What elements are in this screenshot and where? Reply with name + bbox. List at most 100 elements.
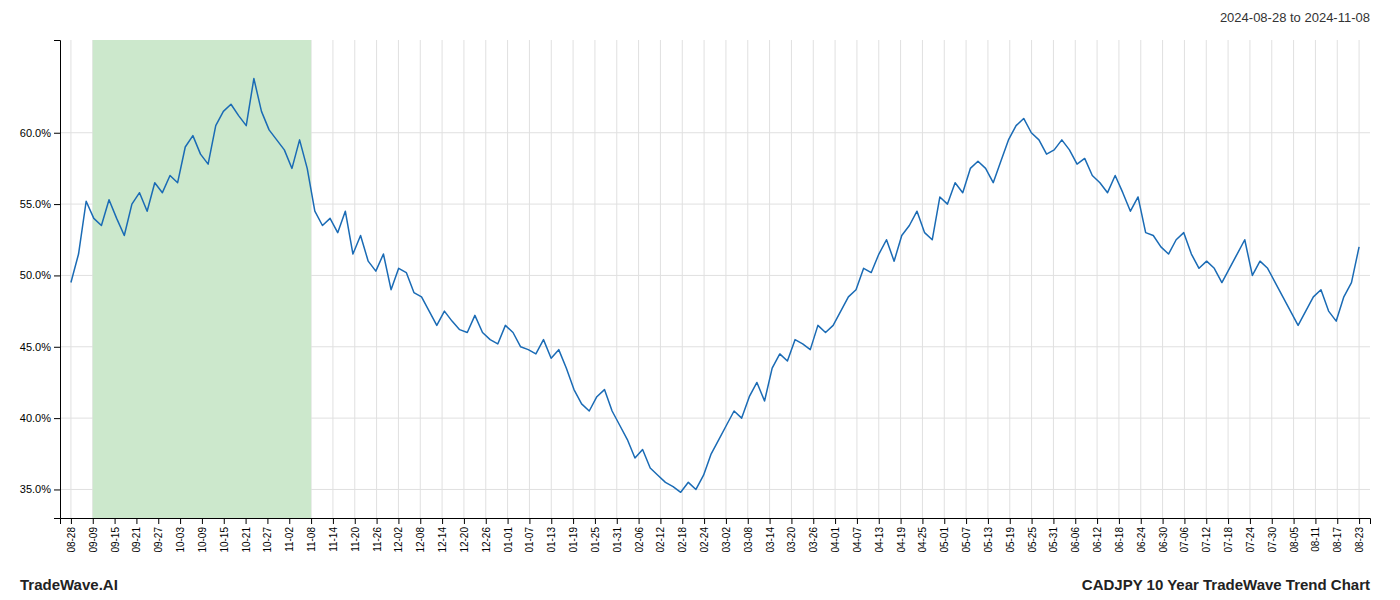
y-tick-mark — [54, 133, 60, 134]
grid-line-x — [485, 40, 486, 518]
x-tick-label: 07-18 — [1223, 527, 1234, 553]
x-tick-label: 09-27 — [153, 527, 164, 553]
grid-line-x — [835, 40, 836, 518]
x-tick: 12-14 — [437, 518, 448, 553]
grid-line-x — [376, 40, 377, 518]
x-tick-label: 12-08 — [415, 527, 426, 553]
x-tick-mark — [93, 518, 94, 524]
x-tick-label: 08-28 — [66, 527, 77, 553]
x-tick-label: 12-20 — [459, 527, 470, 553]
x-tick-mark — [1206, 518, 1207, 524]
x-tick: 12-20 — [459, 518, 470, 553]
grid-line-x — [1315, 40, 1316, 518]
y-tick-label: 60.0% — [20, 127, 51, 139]
x-tick: 01-07 — [524, 518, 535, 553]
x-tick-label: 01-13 — [546, 527, 557, 553]
x-tick-label: 05-19 — [1005, 527, 1016, 553]
x-tick-mark — [1053, 518, 1054, 524]
x-tick-mark — [1097, 518, 1098, 524]
x-tick: 05-31 — [1048, 518, 1059, 553]
x-tick-label: 06-30 — [1158, 527, 1169, 553]
x-tick: 08-17 — [1332, 518, 1343, 553]
x-tick: 02-24 — [699, 518, 710, 553]
x-tick-label: 10-15 — [219, 527, 230, 553]
x-tick: 07-30 — [1267, 518, 1278, 553]
grid-line-x — [747, 40, 748, 518]
x-tick-mark — [1010, 518, 1011, 524]
x-tick-mark — [464, 518, 465, 524]
x-tick: 05-25 — [1027, 518, 1038, 553]
x-tick: 04-01 — [830, 518, 841, 553]
x-tick-mark — [595, 518, 596, 524]
y-tick: 50.0% — [20, 269, 60, 281]
x-tick: 12-02 — [393, 518, 404, 553]
x-tick-mark — [1272, 518, 1273, 524]
y-axis-line — [54, 41, 61, 519]
x-tick-mark — [922, 518, 923, 524]
x-tick-mark — [1075, 518, 1076, 524]
x-tick-mark — [639, 518, 640, 524]
x-tick-label: 04-19 — [896, 527, 907, 553]
grid — [60, 40, 1370, 518]
grid-line-x — [573, 40, 574, 518]
x-tick: 10-21 — [241, 518, 252, 553]
x-tick: 06-30 — [1158, 518, 1169, 553]
x-tick-label: 12-02 — [393, 527, 404, 553]
y-tick: 55.0% — [20, 198, 60, 210]
grid-line-x — [1184, 40, 1185, 518]
x-tick: 05-07 — [961, 518, 972, 553]
x-tick-mark — [529, 518, 530, 524]
x-tick-mark — [901, 518, 902, 524]
x-tick: 06-24 — [1136, 518, 1147, 553]
x-tick-mark — [355, 518, 356, 524]
x-tick-mark — [1184, 518, 1185, 524]
x-tick-label: 03-26 — [808, 527, 819, 553]
x-tick: 02-06 — [634, 518, 645, 553]
x-tick: 01-19 — [568, 518, 579, 553]
y-tick: 60.0% — [20, 127, 60, 139]
x-tick-mark — [748, 518, 749, 524]
x-tick: 10-09 — [197, 518, 208, 553]
grid-line-x — [529, 40, 530, 518]
x-tick-mark — [1163, 518, 1164, 524]
x-tick-mark — [158, 518, 159, 524]
grid-line-x — [878, 40, 879, 518]
x-tick-mark — [333, 518, 334, 524]
x-tick-mark — [1141, 518, 1142, 524]
x-tick-mark — [246, 518, 247, 524]
x-tick-label: 01-25 — [590, 527, 601, 553]
grid-line-x — [1228, 40, 1229, 518]
x-tick-mark — [1032, 518, 1033, 524]
x-tick: 01-31 — [612, 518, 623, 553]
x-tick-label: 01-19 — [568, 527, 579, 553]
grid-line-x — [442, 40, 443, 518]
x-tick-mark — [1250, 518, 1251, 524]
y-tick-label: 35.0% — [20, 483, 51, 495]
y-axis: 35.0%40.0%45.0%50.0%55.0%60.0% — [20, 41, 61, 519]
x-tick-label: 03-14 — [765, 527, 776, 553]
x-tick-label: 04-07 — [852, 527, 863, 553]
grid-line-x — [1118, 40, 1119, 518]
grid-line-x — [551, 40, 552, 518]
x-tick: 02-18 — [677, 518, 688, 553]
x-tick-mark — [398, 518, 399, 524]
x-tick-label: 02-06 — [634, 527, 645, 553]
grid-line-x — [987, 40, 988, 518]
grid-line-x — [507, 40, 508, 518]
x-axis: 08-2809-0909-1509-2109-2710-0310-0910-15… — [61, 518, 1371, 553]
x-tick-label: 10-27 — [262, 527, 273, 553]
x-tick-mark — [224, 518, 225, 524]
x-tick: 01-01 — [503, 518, 514, 553]
x-tick-label: 05-13 — [983, 527, 994, 553]
y-tick-label: 45.0% — [20, 341, 51, 353]
x-tick-mark — [311, 518, 312, 524]
x-tick-label: 10-21 — [241, 527, 252, 553]
y-tick-mark — [54, 418, 60, 419]
x-tick-label: 07-06 — [1179, 527, 1190, 553]
x-tick: 04-25 — [917, 518, 928, 553]
x-tick: 09-27 — [153, 518, 164, 553]
x-axis-line — [61, 519, 1371, 525]
x-tick-label: 04-25 — [917, 527, 928, 553]
x-tick: 02-12 — [655, 518, 666, 553]
x-tick-mark — [289, 518, 290, 524]
